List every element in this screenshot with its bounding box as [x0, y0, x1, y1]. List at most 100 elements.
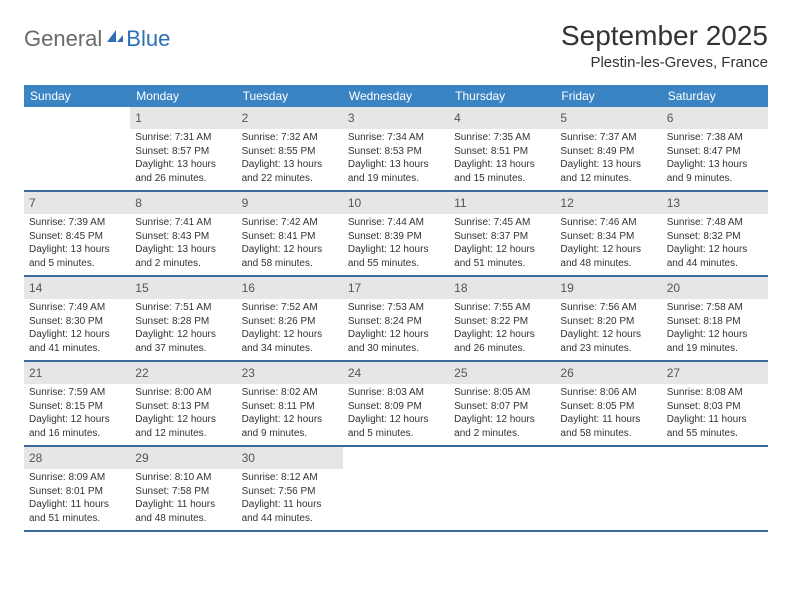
- title-block: September 2025 Plestin-les-Greves, Franc…: [561, 20, 768, 71]
- sunrise-text: Sunrise: 8:06 AM: [560, 386, 656, 400]
- calendar-cell: 12Sunrise: 7:46 AMSunset: 8:34 PMDayligh…: [555, 192, 661, 275]
- daylight-text: Daylight: 11 hours and 55 minutes.: [667, 413, 763, 440]
- sunrise-text: Sunrise: 7:37 AM: [560, 131, 656, 145]
- week-row: 21Sunrise: 7:59 AMSunset: 8:15 PMDayligh…: [24, 362, 768, 447]
- sunrise-text: Sunrise: 8:10 AM: [135, 471, 231, 485]
- sunset-text: Sunset: 8:24 PM: [348, 315, 444, 329]
- daylight-text: Daylight: 13 hours and 15 minutes.: [454, 158, 550, 185]
- day-number: 28: [29, 451, 42, 465]
- day-info: Sunrise: 8:03 AMSunset: 8:09 PMDaylight:…: [348, 386, 444, 440]
- sunrise-text: Sunrise: 7:35 AM: [454, 131, 550, 145]
- sunset-text: Sunset: 8:01 PM: [29, 485, 125, 499]
- day-number-row: 27: [662, 362, 768, 384]
- day-number-row: 5: [555, 107, 661, 129]
- sunrise-text: Sunrise: 8:09 AM: [29, 471, 125, 485]
- calendar-cell: 24 Sunrise: 8:03 AMSunset: 8:09 PMDayligh…: [343, 362, 449, 445]
- calendar-cell: 27Sunrise: 8:08 AMSunset: 8:03 PMDayligh…: [662, 362, 768, 445]
- sunset-text: Sunset: 8:32 PM: [667, 230, 763, 244]
- calendar-cell: 9 Sunrise: 7:42 AMSunset: 8:41 PMDaylight…: [237, 192, 343, 275]
- day-number-row: 26: [555, 362, 661, 384]
- calendar-cell: 4Sunrise: 7:35 AMSunset: 8:51 PMDaylight…: [449, 107, 555, 190]
- day-number: 2: [242, 111, 249, 125]
- daylight-text: Daylight: 12 hours and 34 minutes.: [242, 328, 338, 355]
- day-number-row: 14: [24, 277, 130, 299]
- day-number-row: 12: [555, 192, 661, 214]
- daylight-text: Daylight: 12 hours and 19 minutes.: [667, 328, 763, 355]
- sunrise-text: Sunrise: 7:31 AM: [135, 131, 231, 145]
- sunset-text: Sunset: 8:37 PM: [454, 230, 550, 244]
- calendar-cell: 13 Sunrise: 7:48 AMSunset: 8:32 PMDayligh…: [662, 192, 768, 275]
- day-number: 10: [348, 196, 361, 210]
- day-number: 17: [348, 281, 361, 295]
- calendar-cell: 19Sunrise: 7:56 AMSunset: 8:20 PMDayligh…: [555, 277, 661, 360]
- day-number-row: 22: [130, 362, 236, 384]
- day-number-row: 17: [343, 277, 449, 299]
- calendar-cell: 26Sunrise: 8:06 AMSunset: 8:05 PMDayligh…: [555, 362, 661, 445]
- day-info: Sunrise: 8:09 AMSunset: 8:01 PMDaylight:…: [29, 471, 125, 525]
- sunset-text: Sunset: 8:53 PM: [348, 145, 444, 159]
- calendar-cell: [24, 107, 130, 190]
- sunset-text: Sunset: 8:20 PM: [560, 315, 656, 329]
- day-info: Sunrise: 7:41 AMSunset: 8:43 PMDaylight:…: [135, 216, 231, 270]
- day-header-cell: Thursday: [449, 85, 555, 107]
- week-row: 1Sunrise: 7:31 AMSunset: 8:57 PMDaylight…: [24, 107, 768, 192]
- day-number: 16: [242, 281, 255, 295]
- sunrise-text: Sunrise: 7:55 AM: [454, 301, 550, 315]
- day-number-row: 1: [130, 107, 236, 129]
- day-info: Sunrise: 8:08 AMSunset: 8:03 PMDaylight:…: [667, 386, 763, 440]
- sunset-text: Sunset: 8:49 PM: [560, 145, 656, 159]
- day-header-cell: Monday: [130, 85, 236, 107]
- calendar-cell: 23Sunrise: 8:02 AMSunset: 8:11 PMDayligh…: [237, 362, 343, 445]
- day-info: Sunrise: 7:42 AMSunset: 8:41 PMDaylight:…: [242, 216, 338, 270]
- calendar-cell: 7Sunrise: 7:39 AMSunset: 8:45 PMDaylight…: [24, 192, 130, 275]
- day-number: 19: [560, 281, 573, 295]
- daylight-text: Daylight: 13 hours and 19 minutes.: [348, 158, 444, 185]
- day-number: 22: [135, 366, 148, 380]
- sunrise-text: Sunrise: 7:41 AM: [135, 216, 231, 230]
- daylight-text: Daylight: 11 hours and 48 minutes.: [135, 498, 231, 525]
- day-number: 13: [667, 196, 680, 210]
- day-info: Sunrise: 7:31 AMSunset: 8:57 PMDaylight:…: [135, 131, 231, 185]
- sunset-text: Sunset: 8:43 PM: [135, 230, 231, 244]
- daylight-text: Daylight: 12 hours and 9 minutes.: [242, 413, 338, 440]
- sunset-text: Sunset: 8:28 PM: [135, 315, 231, 329]
- sunrise-text: Sunrise: 7:59 AM: [29, 386, 125, 400]
- daylight-text: Daylight: 13 hours and 5 minutes.: [29, 243, 125, 270]
- sunset-text: Sunset: 8:30 PM: [29, 315, 125, 329]
- day-number: 21: [29, 366, 42, 380]
- calendar-cell: 5Sunrise: 7:37 AMSunset: 8:49 PMDaylight…: [555, 107, 661, 190]
- month-title: September 2025: [561, 20, 768, 52]
- day-number: 12: [560, 196, 573, 210]
- calendar-cell: [662, 447, 768, 530]
- sunset-text: Sunset: 8:57 PM: [135, 145, 231, 159]
- sunrise-text: Sunrise: 7:58 AM: [667, 301, 763, 315]
- day-info: Sunrise: 7:58 AMSunset: 8:18 PMDaylight:…: [667, 301, 763, 355]
- day-number: 25: [454, 366, 467, 380]
- sunrise-text: Sunrise: 7:49 AM: [29, 301, 125, 315]
- day-number: 24: [348, 366, 361, 380]
- calendar-cell: 25Sunrise: 8:05 AMSunset: 8:07 PMDayligh…: [449, 362, 555, 445]
- logo-text-blue: Blue: [126, 26, 170, 52]
- sunset-text: Sunset: 8:34 PM: [560, 230, 656, 244]
- sunset-text: Sunset: 8:47 PM: [667, 145, 763, 159]
- day-number-row: 3: [343, 107, 449, 129]
- day-number: 8: [135, 196, 142, 210]
- day-number: 9: [242, 196, 249, 210]
- day-number: 3: [348, 111, 355, 125]
- sunrise-text: Sunrise: 7:52 AM: [242, 301, 338, 315]
- day-info: Sunrise: 7:39 AMSunset: 8:45 PMDaylight:…: [29, 216, 125, 270]
- sunset-text: Sunset: 8:22 PM: [454, 315, 550, 329]
- calendar-cell: 28 Sunrise: 8:09 AMSunset: 8:01 PMDayligh…: [24, 447, 130, 530]
- sunrise-text: Sunrise: 7:51 AM: [135, 301, 231, 315]
- daylight-text: Daylight: 12 hours and 44 minutes.: [667, 243, 763, 270]
- sunrise-text: Sunrise: 8:02 AM: [242, 386, 338, 400]
- sunset-text: Sunset: 8:26 PM: [242, 315, 338, 329]
- calendar-cell: 17Sunrise: 7:53 AMSunset: 8:24 PMDayligh…: [343, 277, 449, 360]
- day-number-row: 4: [449, 107, 555, 129]
- daylight-text: Daylight: 13 hours and 2 minutes.: [135, 243, 231, 270]
- day-info: Sunrise: 7:52 AMSunset: 8:26 PMDaylight:…: [242, 301, 338, 355]
- logo: General Blue: [24, 26, 170, 52]
- day-info: Sunrise: 7:48 AMSunset: 8:32 PMDaylight:…: [667, 216, 763, 270]
- calendar-cell: 14Sunrise: 7:49 AMSunset: 8:30 PMDayligh…: [24, 277, 130, 360]
- day-number-row: 2: [237, 107, 343, 129]
